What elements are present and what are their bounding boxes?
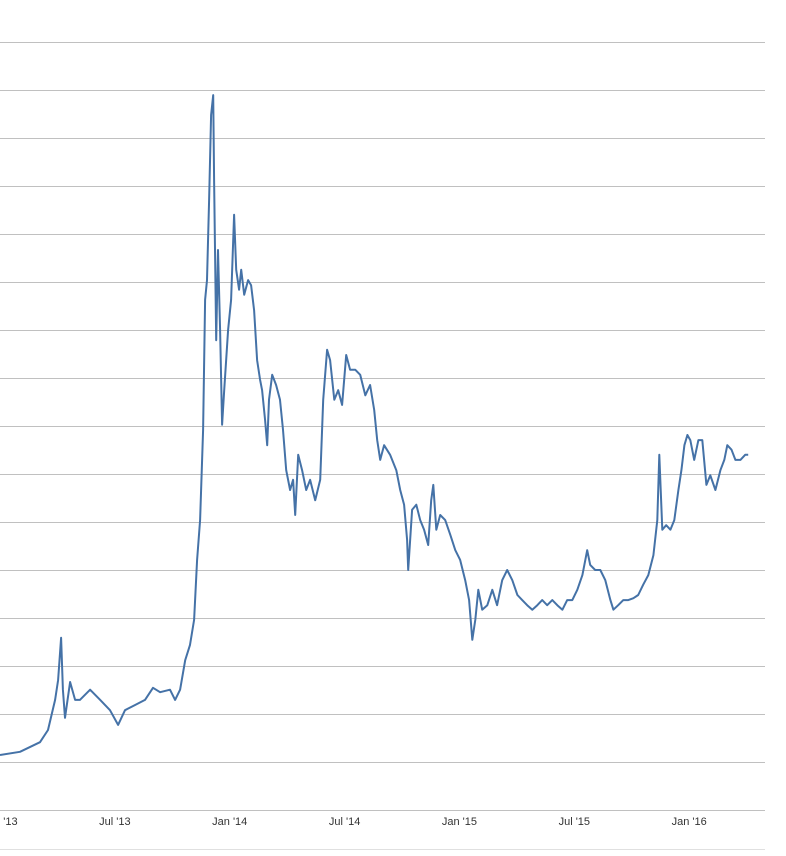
x-tick-label: Jan '15 <box>442 816 477 828</box>
x-tick-label: Jan '13 <box>0 816 18 828</box>
x-tick-label: Jul '14 <box>329 816 360 828</box>
price-line <box>0 94 749 756</box>
x-tick-label: Jan '14 <box>212 816 247 828</box>
x-tick-label: Jul '13 <box>99 816 130 828</box>
x-tick-label: Jul '15 <box>559 816 590 828</box>
x-tick-label: Jan '16 <box>672 816 707 828</box>
